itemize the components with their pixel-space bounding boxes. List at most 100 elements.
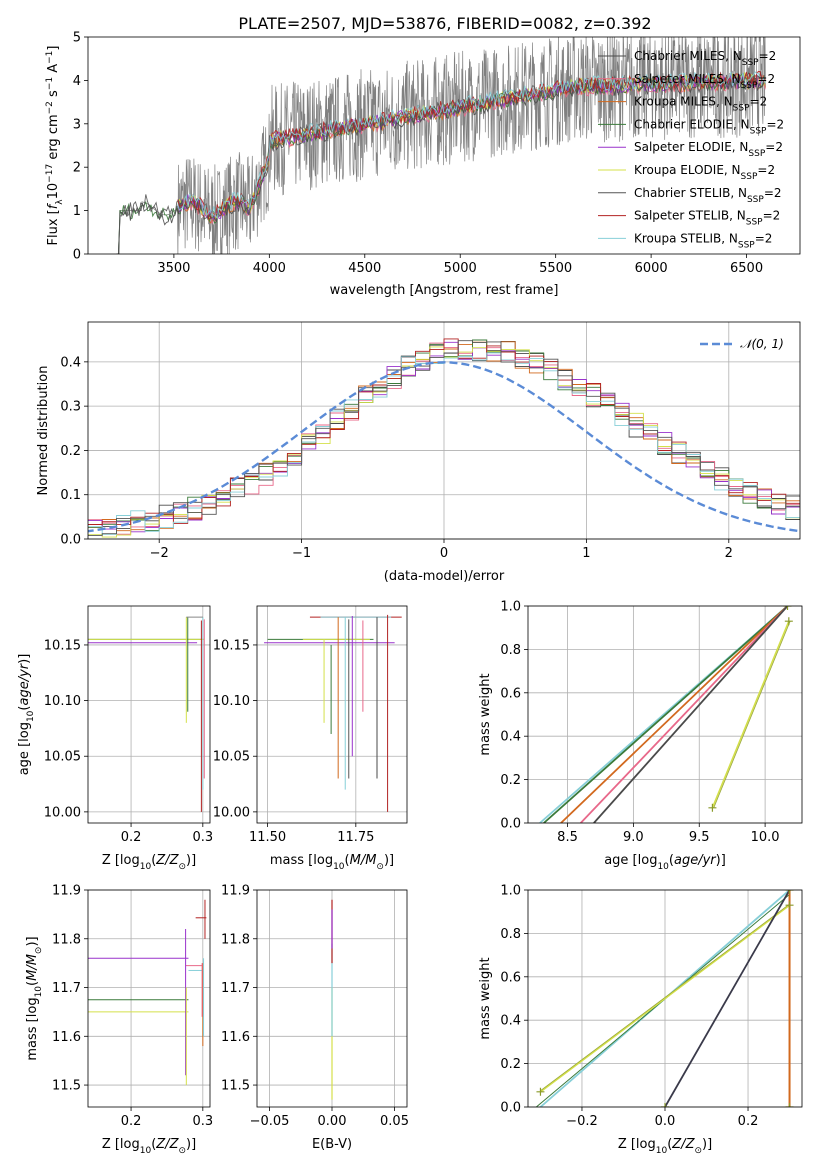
y-tick-label: 10.05: [213, 750, 250, 765]
x-tick-label: 4500: [348, 261, 381, 276]
x-tick-label: 2: [725, 546, 733, 561]
mass-weight-line: [560, 606, 789, 823]
spectrum-model-line: [177, 73, 766, 221]
x-axis-label: wavelength [Angstrom, rest frame]: [330, 283, 559, 298]
y-tick-label: 11.7: [52, 981, 81, 996]
x-tick-label: 5000: [444, 261, 477, 276]
y-axis-label: mass [log10(M/M⊙)]: [25, 936, 44, 1060]
x-tick-label: 1: [582, 546, 590, 561]
x-tick-label: 6000: [635, 261, 668, 276]
x-axis-label: mass [log10(M/M⊙)]: [270, 853, 394, 872]
data-marker: [661, 1103, 669, 1107]
x-axis-label: E(B-V): [312, 1137, 352, 1152]
y-tick-label: 0.6: [500, 970, 521, 985]
legend-label: Chabrier MILES, NSSP=2: [634, 49, 776, 68]
y-tick-label: 0.2: [500, 773, 521, 788]
y-tick-label: 10.15: [44, 638, 81, 653]
y-axis-label: age [log10(age/yr)]: [17, 654, 36, 776]
plot-area-age_vs_mass: [264, 614, 402, 812]
plot-area-massweight_vs_Z: [535, 890, 794, 1107]
y-tick-label: 0.6: [500, 686, 521, 701]
mass-weight-line: [713, 621, 791, 808]
y-axis-label: Normed distribution: [36, 366, 51, 496]
x-axis-label: Z [log10(Z/Z⊙)]: [102, 853, 196, 872]
x-tick-label: 0.3: [192, 1114, 213, 1129]
y-tick-label: 0.0: [500, 1101, 521, 1116]
y-tick-label: 0.0: [60, 533, 81, 548]
mass-weight-line: [593, 606, 789, 823]
y-tick-label: 0.3: [60, 400, 81, 415]
y-tick-label: 2: [73, 161, 81, 176]
axes-frame: [87, 605, 211, 824]
data-marker: [536, 1087, 545, 1096]
y-tick-label: 0.2: [60, 444, 81, 459]
data-marker: [784, 617, 793, 626]
x-tick-label: −0.2: [566, 1114, 598, 1129]
mass-weight-line: [664, 890, 791, 1107]
y-tick-label: 10.00: [213, 805, 250, 820]
y-tick-label: 0.2: [500, 1057, 521, 1072]
axes-mass_vs_Z: 0.2 0.3 11.5 11.6 11.7 11.8 11.9 Z [log10(Z/Z⊙)…: [25, 884, 213, 1157]
plot-area-age_vs_Z: [88, 616, 205, 812]
y-tick-label: 10.10: [213, 694, 250, 709]
spectrum-legend: Chabrier MILES, NSSP=2 Salpeter MILES, NS…: [598, 49, 784, 250]
x-axis-label: (data-model)/error: [384, 569, 505, 584]
x-tick-label: 11.50: [249, 830, 286, 845]
axes-frame: [87, 321, 801, 540]
residual-histogram: [88, 340, 800, 536]
x-axis-label: age [log10(age/yr)]: [604, 853, 726, 872]
y-tick-label: 10.10: [44, 694, 81, 709]
legend-label: Salpeter STELIB, NSSP=2: [634, 209, 780, 228]
x-tick-label: 0.2: [121, 1114, 142, 1129]
x-tick-label: 5500: [539, 261, 572, 276]
y-axis-label: mass weight: [478, 673, 493, 755]
residual-histogram: [88, 346, 800, 538]
y-tick-label: 5: [73, 31, 81, 46]
y-tick-label: 0.8: [500, 927, 521, 942]
y-tick-label: 11.9: [52, 884, 81, 899]
figure-title: PLATE=2507, MJD=53876, FIBERID=0082, z=0…: [238, 14, 651, 33]
x-tick-label: 0.2: [738, 1114, 759, 1129]
axes-spectrum: 3500 4000 4500 5000 5500 6000 6500 0 1 2 3 4 5 Chabri…: [45, 31, 801, 298]
legend-label: Salpeter ELODIE, NSSP=2: [634, 140, 783, 159]
y-axis-label: Flux [fλ10−17 erg cm−2 s−1 A−1]: [45, 46, 65, 246]
residual-histogram: [88, 341, 800, 532]
x-axis-label: Z [log10(Z/Z⊙)]: [102, 1137, 196, 1156]
residual-histogram: [88, 352, 800, 535]
y-tick-label: 10.00: [44, 805, 81, 820]
y-tick-label: 4: [73, 74, 81, 89]
legend-label: Salpeter MILES, NSSP=2: [634, 72, 775, 91]
data-marker: [785, 1103, 794, 1107]
x-tick-label: 3500: [157, 261, 190, 276]
y-tick-label: 0.1: [60, 488, 81, 503]
axes-massweight_vs_age: 8.5 9.0 9.5 10.0 0.0 0.2 0.4 0.6 0.8 1.0 age [log1…: [478, 600, 803, 872]
x-tick-label: 0.3: [192, 830, 213, 845]
y-tick-label: 3: [73, 117, 81, 132]
y-tick-label: 11.5: [221, 1079, 250, 1094]
y-tick-label: 11.9: [221, 884, 250, 899]
plot-area-residuals: [88, 338, 800, 538]
mass-weight-line: [711, 620, 790, 809]
x-tick-label: 0: [440, 546, 448, 561]
x-tick-label: 6500: [730, 261, 763, 276]
data-marker: [785, 901, 794, 910]
mass-weight-line: [540, 903, 790, 1092]
axes-frame: [87, 36, 801, 255]
residual-histogram: [88, 339, 800, 531]
y-tick-label: 11.7: [221, 981, 250, 996]
residual-histogram: [88, 338, 800, 525]
y-tick-label: 11.6: [52, 1030, 81, 1045]
spectrum-model-line: [177, 71, 766, 220]
y-tick-label: 0.4: [60, 355, 81, 370]
y-tick-label: 1.0: [500, 884, 521, 899]
axes-frame: [256, 889, 408, 1108]
y-tick-label: 0.0: [500, 817, 521, 832]
x-axis-label: Z [log10(Z/Z⊙)]: [618, 1137, 712, 1156]
axes-frame: [527, 889, 803, 1108]
plot-area-spectrum: [116, 37, 766, 254]
gaussian-legend-label: 𝒩(0, 1): [740, 337, 784, 351]
x-tick-label: −2: [150, 546, 169, 561]
x-tick-label: −1: [292, 546, 311, 561]
x-tick-label: 11.75: [337, 830, 374, 845]
